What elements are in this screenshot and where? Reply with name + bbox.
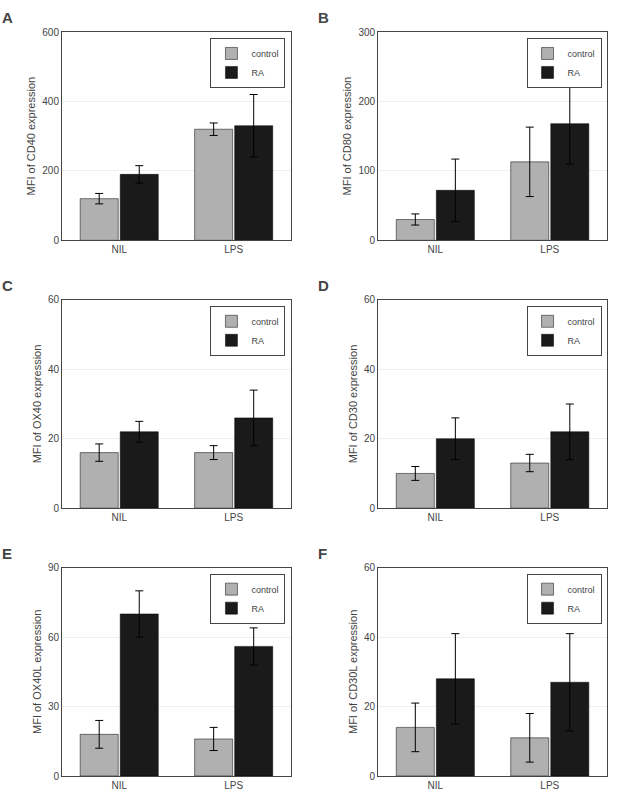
svg-text:60: 60 [48, 294, 60, 305]
svg-text:RA: RA [251, 68, 264, 78]
svg-text:200: 200 [358, 96, 375, 107]
svg-text:60: 60 [48, 632, 60, 643]
svg-text:LPS: LPS [540, 512, 559, 523]
svg-text:LPS: LPS [540, 780, 559, 791]
svg-text:control: control [568, 49, 595, 59]
svg-text:40: 40 [48, 364, 60, 375]
svg-text:F: F [318, 545, 327, 562]
svg-text:40: 40 [364, 364, 376, 375]
svg-text:100: 100 [358, 165, 375, 176]
svg-text:400: 400 [42, 96, 59, 107]
svg-text:20: 20 [364, 701, 376, 712]
svg-text:control: control [251, 49, 278, 59]
svg-text:control: control [568, 585, 595, 595]
svg-text:0: 0 [370, 771, 376, 782]
svg-text:20: 20 [364, 433, 376, 444]
svg-text:0: 0 [53, 235, 59, 246]
svg-text:40: 40 [364, 632, 376, 643]
svg-text:RA: RA [251, 336, 264, 346]
svg-text:0: 0 [53, 503, 59, 514]
svg-text:0: 0 [370, 235, 376, 246]
svg-text:control: control [251, 317, 278, 327]
svg-text:RA: RA [568, 604, 581, 614]
svg-text:NIL: NIL [428, 512, 444, 523]
svg-text:NIL: NIL [428, 780, 444, 791]
svg-text:D: D [318, 277, 329, 294]
svg-text:30: 30 [48, 701, 60, 712]
svg-text:NIL: NIL [111, 512, 127, 523]
svg-text:60: 60 [364, 562, 376, 573]
svg-text:NIL: NIL [428, 244, 444, 255]
svg-text:RA: RA [568, 68, 581, 78]
svg-text:LPS: LPS [224, 244, 243, 255]
svg-text:NIL: NIL [111, 780, 127, 791]
svg-text:LPS: LPS [224, 780, 243, 791]
svg-text:0: 0 [53, 771, 59, 782]
svg-text:MFI of CD40 expression: MFI of CD40 expression [25, 77, 37, 196]
svg-text:90: 90 [48, 562, 60, 573]
svg-text:MFI of CD80 expression: MFI of CD80 expression [341, 77, 353, 196]
svg-text:E: E [2, 545, 12, 562]
svg-text:A: A [2, 9, 13, 26]
svg-text:600: 600 [42, 27, 59, 38]
svg-text:LPS: LPS [224, 512, 243, 523]
svg-text:B: B [318, 9, 329, 26]
svg-text:control: control [251, 585, 278, 595]
svg-text:MFI of OX40L expression: MFI of OX40L expression [31, 610, 43, 734]
svg-text:RA: RA [251, 604, 264, 614]
svg-text:0: 0 [370, 503, 376, 514]
svg-text:60: 60 [364, 294, 376, 305]
svg-text:20: 20 [48, 433, 60, 444]
svg-text:control: control [568, 317, 595, 327]
svg-text:LPS: LPS [540, 244, 559, 255]
svg-text:NIL: NIL [111, 244, 127, 255]
svg-text:C: C [2, 277, 13, 294]
svg-text:300: 300 [358, 27, 375, 38]
svg-text:MFI of OX40 expression: MFI of OX40 expression [31, 345, 43, 464]
svg-text:MFI of CD30 expression: MFI of CD30 expression [347, 345, 359, 464]
svg-text:MFI of CD30L expression: MFI of CD30L expression [347, 610, 359, 734]
svg-text:200: 200 [42, 165, 59, 176]
svg-text:RA: RA [568, 336, 581, 346]
